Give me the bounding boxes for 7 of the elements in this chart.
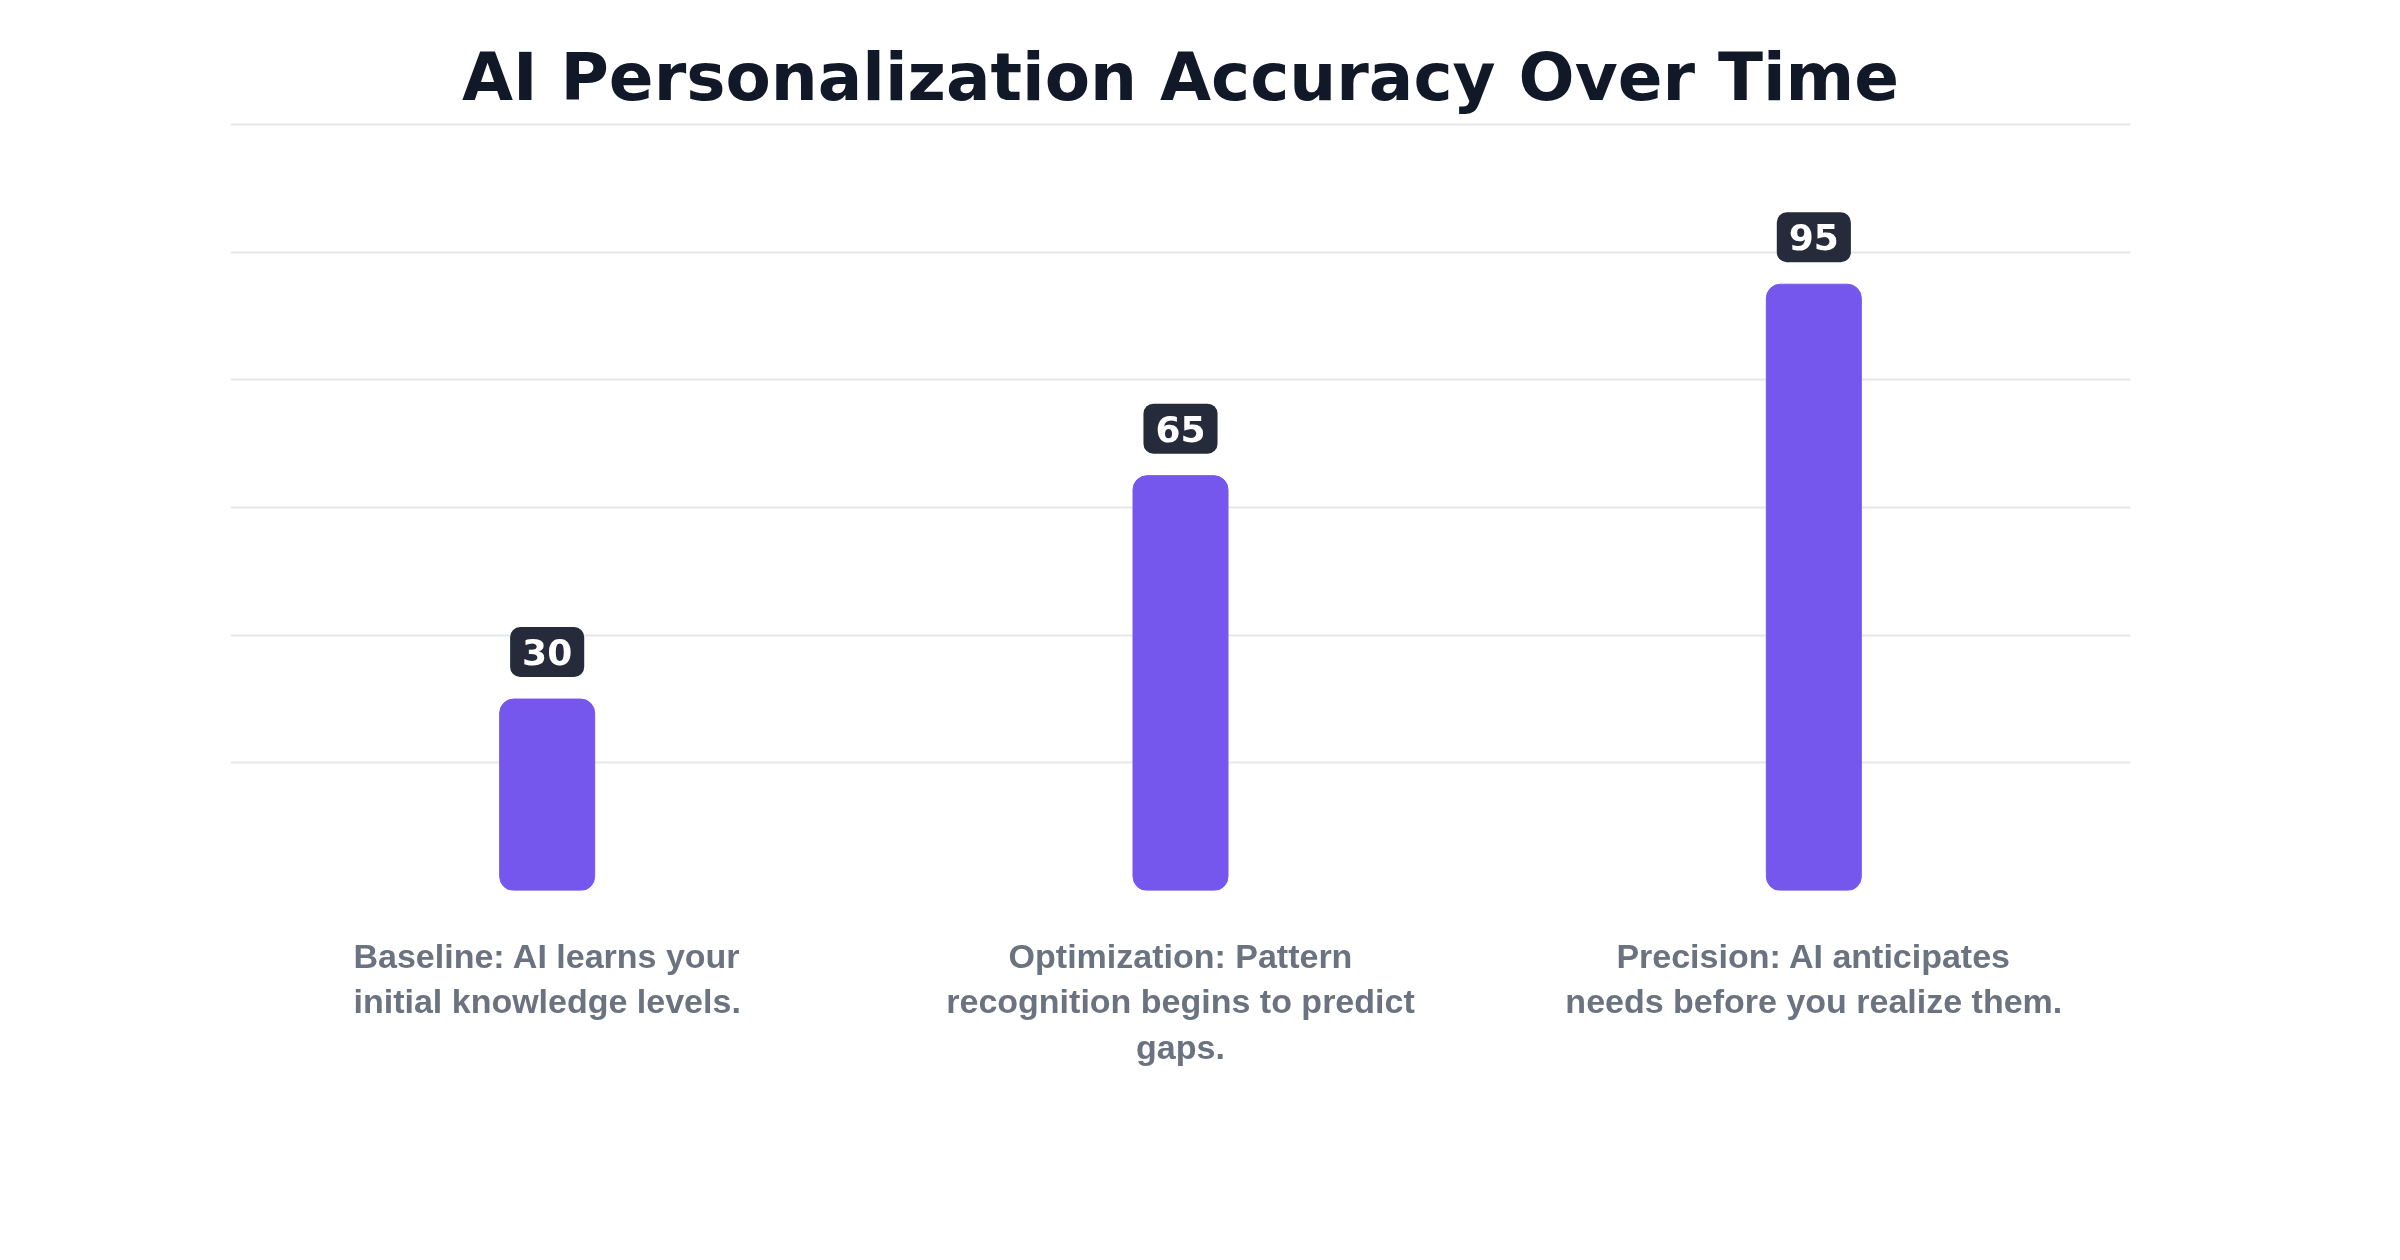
- chart-title: AI Personalization Accuracy Over Time: [461, 38, 1900, 116]
- x-tick-label: Precision: AI anticipates needs before you realize them.: [1565, 936, 2063, 1021]
- data-label: 65: [1155, 408, 1206, 450]
- x-tick-label: Baseline: AI learns your initial knowledge levels.: [353, 936, 741, 1021]
- data-label: 30: [522, 632, 573, 674]
- data-label: 95: [1788, 217, 1839, 259]
- x-tick-label: Optimization: Pattern recognition begins to predict gaps.: [946, 936, 1415, 1066]
